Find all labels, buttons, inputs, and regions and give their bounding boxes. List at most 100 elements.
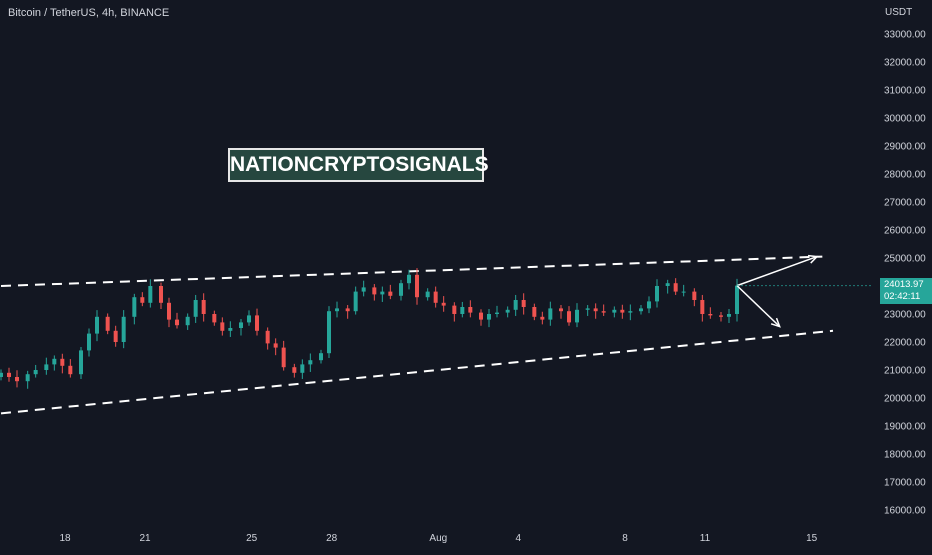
candle-body bbox=[132, 297, 137, 317]
candle-body bbox=[513, 300, 518, 310]
candle-body bbox=[7, 372, 11, 377]
candle-body bbox=[681, 291, 686, 293]
arrow-head-icon bbox=[770, 317, 781, 328]
candle-body bbox=[692, 291, 697, 300]
candle-body bbox=[700, 300, 705, 314]
x-tick-label: Aug bbox=[429, 533, 447, 544]
candle-body bbox=[415, 274, 419, 298]
candle-body bbox=[353, 291, 358, 312]
x-tick-label: 28 bbox=[326, 533, 338, 544]
candle-body bbox=[113, 330, 118, 342]
projection-arrow bbox=[736, 255, 818, 287]
candle-body bbox=[265, 330, 270, 344]
y-tick-label: 28000.00 bbox=[884, 170, 926, 181]
candle-body bbox=[425, 291, 430, 298]
y-tick-label: 29000.00 bbox=[884, 142, 926, 153]
candle-body bbox=[708, 314, 713, 316]
y-tick-label: 22000.00 bbox=[884, 338, 926, 349]
projection-arrow bbox=[736, 285, 781, 328]
candle-body bbox=[292, 367, 297, 373]
candle-body bbox=[87, 333, 91, 351]
candle-body bbox=[727, 314, 731, 317]
y-tick-label: 23000.00 bbox=[884, 310, 926, 321]
candle-body bbox=[655, 286, 659, 302]
candle-body bbox=[388, 291, 393, 296]
x-tick-label: 21 bbox=[139, 533, 151, 544]
candle-body bbox=[15, 377, 19, 382]
y-tick-label: 32000.00 bbox=[884, 58, 926, 69]
candle-body bbox=[567, 311, 571, 323]
candle-body bbox=[327, 311, 331, 354]
candle-body bbox=[585, 308, 590, 310]
candle-body bbox=[212, 314, 217, 323]
x-tick-label: 18 bbox=[59, 533, 71, 544]
candle-body bbox=[300, 364, 305, 373]
candle-body bbox=[255, 315, 259, 331]
candle-body bbox=[175, 319, 179, 326]
candle-body bbox=[540, 316, 545, 320]
trendline-upper-channel bbox=[0, 255, 823, 287]
candle-body bbox=[628, 311, 633, 313]
x-tick-label: 15 bbox=[806, 533, 818, 544]
candle-body bbox=[95, 316, 99, 334]
candle-body bbox=[335, 308, 339, 312]
candle-body bbox=[0, 372, 3, 377]
candle-body bbox=[505, 309, 510, 313]
candle-body bbox=[441, 302, 446, 306]
price-axis-unit[interactable]: USDT bbox=[885, 7, 913, 18]
candle-body bbox=[239, 322, 243, 328]
candle-body bbox=[247, 315, 251, 323]
candle-body bbox=[345, 308, 350, 312]
candle-body bbox=[559, 308, 563, 312]
x-tick-label: 4 bbox=[516, 533, 522, 544]
candle-body bbox=[665, 283, 670, 286]
candle-countdown: 02:42:11 bbox=[884, 291, 921, 302]
candle-body bbox=[68, 365, 73, 375]
y-tick-label: 33000.00 bbox=[884, 30, 926, 41]
candle-body bbox=[220, 322, 225, 331]
y-tick-label: 20000.00 bbox=[884, 394, 926, 405]
candle-body bbox=[372, 287, 377, 295]
candle-body bbox=[521, 300, 526, 307]
candle-body bbox=[719, 315, 723, 317]
arrow-head-icon bbox=[807, 254, 819, 264]
candle-body bbox=[479, 312, 483, 320]
y-tick-label: 17000.00 bbox=[884, 478, 926, 489]
candle-body bbox=[193, 300, 198, 317]
y-tick-label: 21000.00 bbox=[884, 366, 926, 377]
y-tick-label: 26000.00 bbox=[884, 226, 926, 237]
candle-body bbox=[612, 309, 617, 313]
candle-body bbox=[167, 302, 171, 320]
candle-body bbox=[647, 301, 651, 309]
candle-body bbox=[399, 283, 403, 296]
candle-body bbox=[620, 309, 625, 313]
candle-body bbox=[319, 353, 323, 361]
candle-body bbox=[105, 316, 110, 331]
last-price-badge: 24013.97 02:42:11 bbox=[880, 278, 932, 304]
trendline-lower-channel bbox=[0, 329, 834, 415]
candle-body bbox=[452, 305, 457, 314]
watermark-label: NATIONCRYPTOSIGNALS bbox=[228, 148, 489, 182]
candle-body bbox=[593, 308, 598, 312]
y-tick-label: 16000.00 bbox=[884, 506, 926, 517]
candle-body bbox=[487, 314, 491, 320]
candle-body bbox=[25, 374, 30, 382]
x-tick-label: 11 bbox=[700, 533, 711, 544]
candle-body bbox=[148, 286, 153, 303]
x-tick-label: 25 bbox=[246, 533, 258, 544]
symbol-title[interactable]: Bitcoin / TetherUS, 4h, BINANCE bbox=[8, 7, 170, 19]
candle-body bbox=[639, 308, 643, 312]
candle-body bbox=[201, 300, 206, 314]
y-tick-label: 25000.00 bbox=[884, 254, 926, 265]
x-tick-label: 8 bbox=[622, 533, 628, 544]
candle-body bbox=[79, 350, 83, 375]
candle-body bbox=[185, 316, 190, 326]
y-tick-label: 30000.00 bbox=[884, 114, 926, 125]
candle-body bbox=[308, 360, 313, 365]
y-tick-label: 19000.00 bbox=[884, 422, 926, 433]
candle-body bbox=[159, 286, 163, 303]
y-tick-label: 18000.00 bbox=[884, 450, 926, 461]
